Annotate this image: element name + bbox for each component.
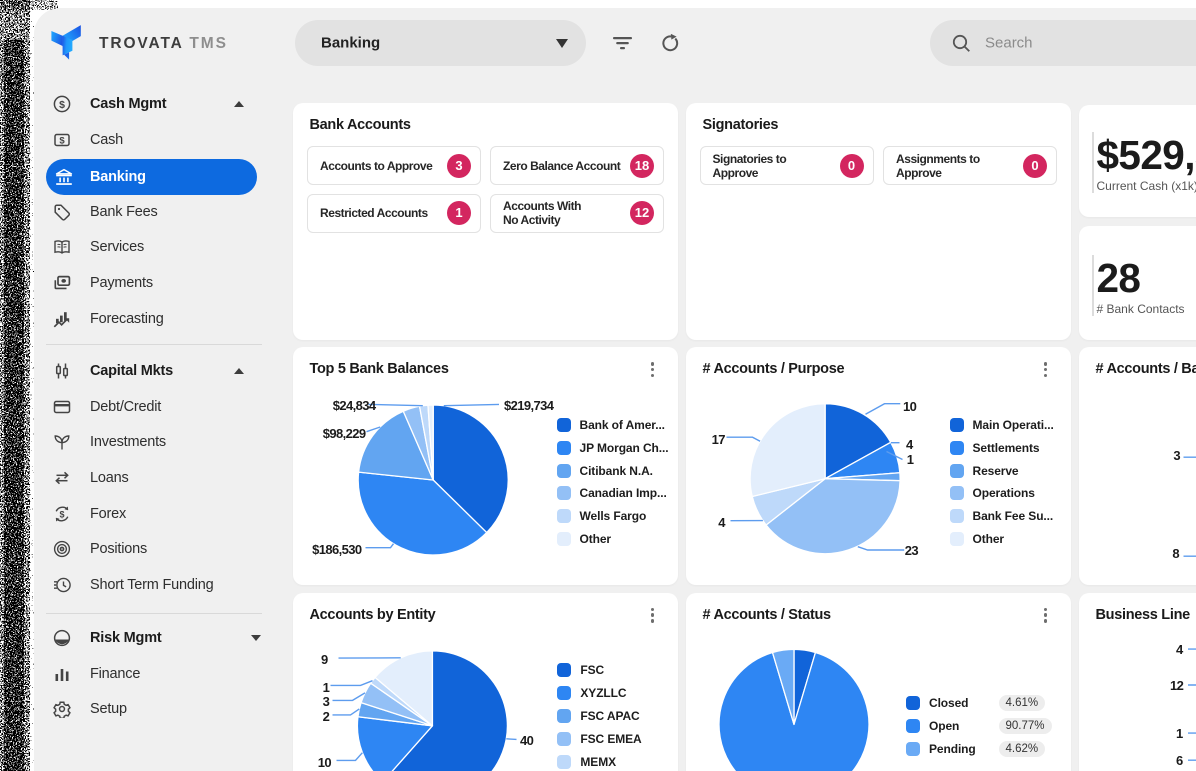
- svg-text:$: $: [59, 99, 65, 111]
- svg-text:$: $: [59, 135, 65, 146]
- svg-text:$: $: [59, 509, 64, 519]
